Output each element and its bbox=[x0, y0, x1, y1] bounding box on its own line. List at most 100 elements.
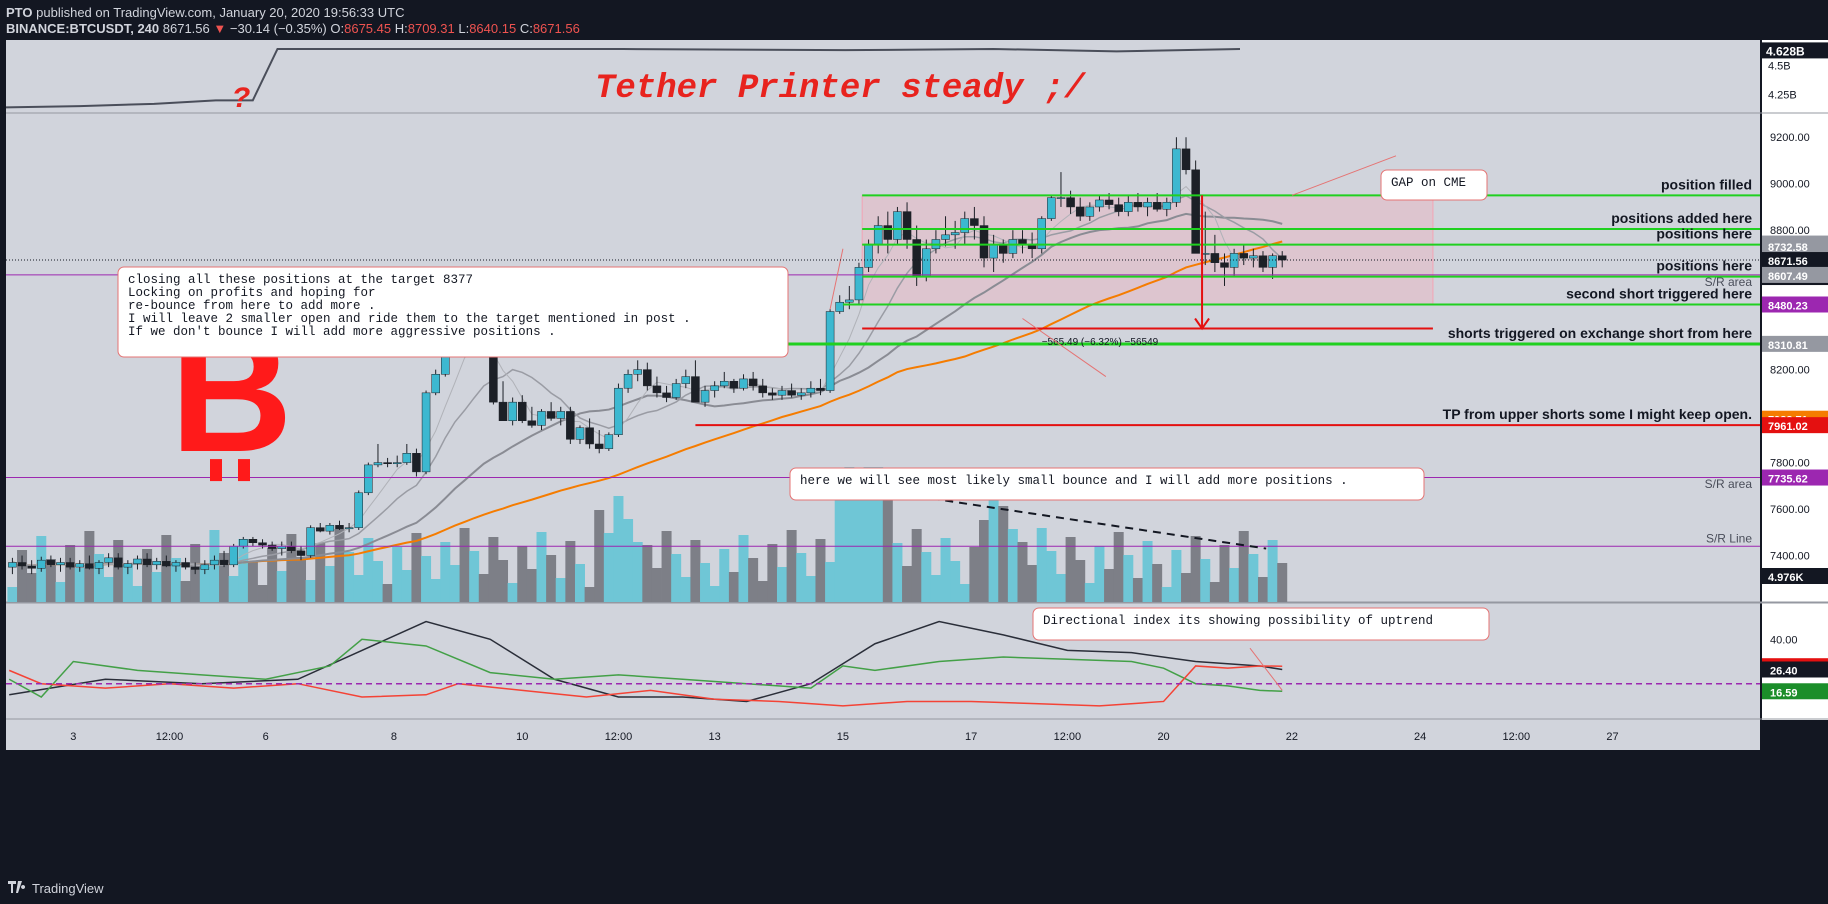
price-tick: 7400.00 bbox=[1770, 551, 1810, 563]
volume-bar bbox=[382, 584, 393, 602]
high-value: 8709.31 bbox=[407, 21, 455, 36]
candle-body bbox=[1181, 148, 1191, 171]
volume-bar bbox=[690, 540, 701, 602]
volume-bar bbox=[257, 585, 268, 602]
volume-bar bbox=[796, 553, 807, 602]
candle-body bbox=[1162, 202, 1172, 210]
candle-body bbox=[585, 427, 594, 445]
volume-bar bbox=[834, 495, 845, 602]
time-tick: 27 bbox=[1606, 731, 1618, 743]
volume-bar bbox=[594, 510, 605, 602]
candle-body bbox=[796, 392, 806, 396]
candle-body bbox=[594, 443, 604, 449]
price-change: −30.14 (−0.35%) bbox=[229, 21, 327, 36]
candle-body bbox=[633, 369, 642, 375]
tether-last-box bbox=[1762, 42, 1828, 59]
candle-body bbox=[421, 392, 431, 473]
volume-bar bbox=[113, 540, 124, 602]
tether-tick: 4.25B bbox=[1768, 90, 1797, 102]
volume-bar bbox=[613, 496, 624, 602]
candle-body bbox=[768, 392, 777, 396]
low-label: L: bbox=[458, 21, 470, 36]
candle-body bbox=[1239, 253, 1248, 259]
candle-body bbox=[171, 562, 181, 567]
tether-title: Tether Printer steady ;/ bbox=[595, 70, 1086, 108]
bitcoin-logo-bar bbox=[210, 459, 222, 482]
dmi-line-green bbox=[8, 638, 1283, 698]
chart-canvas[interactable]: Tether Printer steady ;/? 4.5B 4.25B 4.628B… bbox=[0, 40, 1828, 871]
volume-bar bbox=[469, 551, 480, 602]
candle-body bbox=[787, 390, 796, 396]
time-tick: 8 bbox=[391, 731, 397, 743]
candle-body bbox=[1085, 206, 1095, 217]
volume-bar bbox=[1257, 577, 1268, 602]
candle-body bbox=[142, 558, 152, 566]
volume-bar bbox=[1017, 542, 1028, 602]
volume-bar bbox=[1007, 529, 1018, 602]
volume-bar bbox=[1094, 546, 1105, 602]
volume-bar bbox=[161, 535, 172, 602]
candle-body bbox=[133, 558, 142, 564]
volume-bar bbox=[998, 506, 1009, 602]
volume-bar bbox=[709, 586, 720, 602]
volume-bar bbox=[401, 570, 412, 602]
level-label: positions here bbox=[1656, 258, 1752, 274]
candle-body bbox=[296, 550, 306, 556]
candle-body bbox=[46, 559, 56, 566]
gap-callout bbox=[1380, 169, 1488, 201]
candle-body bbox=[181, 562, 190, 568]
candle-body bbox=[922, 248, 931, 277]
candle-body bbox=[354, 492, 363, 528]
candle-body bbox=[94, 562, 104, 569]
volume-bar bbox=[228, 576, 239, 602]
callout-pointer bbox=[1291, 155, 1397, 196]
volume-bar bbox=[930, 575, 941, 602]
volume-bar bbox=[1181, 573, 1192, 602]
volume-bar bbox=[74, 568, 85, 602]
volume-bar bbox=[353, 575, 364, 602]
volume-bar bbox=[103, 577, 114, 602]
price-tick: 8200.00 bbox=[1770, 365, 1810, 377]
volume-bar bbox=[430, 579, 441, 602]
candle-body bbox=[1191, 169, 1200, 254]
candle-body bbox=[373, 462, 383, 466]
time-tick: 22 bbox=[1286, 731, 1298, 743]
volume-bar bbox=[267, 548, 278, 602]
time-tick: 12:00 bbox=[1503, 731, 1531, 743]
closing-note-line: If we don't bounce I will add more aggre… bbox=[128, 325, 556, 339]
level-label: shorts triggered on exchange short from … bbox=[1448, 325, 1752, 341]
candle-body bbox=[960, 218, 970, 233]
price-badge bbox=[1762, 568, 1828, 584]
candle-body bbox=[604, 434, 614, 449]
volume-bar bbox=[1190, 536, 1201, 602]
footer-brand[interactable]: TradingView bbox=[32, 881, 104, 896]
candle-body bbox=[162, 561, 171, 567]
candle-body bbox=[700, 390, 710, 403]
volume-bar bbox=[45, 559, 56, 602]
volume-bar bbox=[1200, 559, 1211, 602]
candle-body bbox=[883, 225, 893, 240]
candle-body bbox=[17, 562, 27, 567]
candle-body bbox=[671, 383, 681, 398]
tradingview-logo-icon[interactable] bbox=[8, 881, 28, 896]
volume-bar bbox=[651, 568, 662, 602]
candle-body bbox=[1095, 199, 1104, 208]
volume-bar bbox=[421, 556, 432, 602]
time-tick: 20 bbox=[1157, 731, 1169, 743]
price-tick: 8800.00 bbox=[1770, 225, 1810, 237]
symbol-label[interactable]: BINANCE:BTCUSDT, 240 bbox=[6, 21, 160, 36]
level-label: second short triggered here bbox=[1566, 286, 1752, 302]
volume-bar bbox=[719, 549, 730, 602]
closing-note-line: closing all these positions at the targe… bbox=[128, 273, 473, 287]
dmi-badge-label: 26.40 bbox=[1770, 665, 1798, 677]
volume-bar bbox=[324, 566, 335, 602]
volume-bar bbox=[988, 483, 999, 602]
volume-bar bbox=[767, 544, 778, 602]
publisher-name[interactable]: PTO bbox=[6, 5, 33, 20]
candle-body bbox=[950, 232, 960, 236]
volume-bar bbox=[296, 557, 307, 602]
volume-bar bbox=[546, 555, 557, 602]
volume-bar bbox=[565, 541, 576, 602]
candle-body bbox=[1018, 239, 1027, 245]
candle-body bbox=[27, 565, 36, 569]
